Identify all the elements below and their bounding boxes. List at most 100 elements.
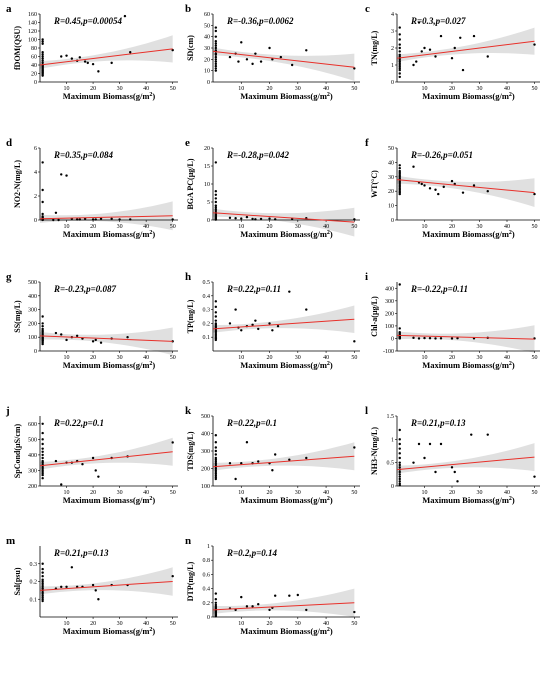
x-tick-label: 50: [351, 224, 357, 230]
data-point: [41, 477, 44, 480]
data-point: [486, 190, 489, 193]
data-point: [398, 327, 401, 330]
panel-c: 10 20 30 40 50 0 1 2 3 4 R=0.3,p=0.027 c TN(mg/L) Max…: [365, 3, 540, 101]
data-point: [41, 200, 44, 204]
y-tick-label: 100: [28, 38, 37, 44]
data-point: [290, 63, 294, 67]
x-tick-label: 30: [295, 490, 301, 496]
data-point: [214, 460, 218, 463]
y-tick-label: 300: [28, 468, 37, 474]
data-point: [171, 48, 174, 52]
data-point: [214, 40, 218, 43]
data-point: [214, 29, 218, 33]
data-point: [214, 44, 218, 47]
data-point: [54, 459, 58, 463]
y-tick-label: 20: [204, 57, 210, 63]
data-point: [214, 462, 218, 465]
data-point: [254, 218, 257, 221]
y-tick-label: 0.1: [203, 335, 211, 341]
confidence-band: [397, 27, 535, 63]
data-point: [268, 608, 271, 612]
data-point: [268, 217, 271, 220]
x-tick-label: 50: [532, 224, 538, 230]
x-axis-label: Maximum Biomass(g/m2): [63, 626, 156, 636]
data-point: [214, 209, 218, 213]
data-point: [271, 469, 274, 472]
x-tick-label: 50: [351, 86, 357, 92]
data-point: [214, 319, 218, 322]
data-point: [273, 594, 277, 597]
x-tick-label: 20: [90, 224, 96, 230]
data-point: [305, 456, 308, 460]
regression-line: [396, 456, 535, 471]
x-tick-label: 40: [143, 490, 149, 496]
data-point: [78, 56, 82, 59]
data-point: [423, 184, 426, 187]
regression-line: [39, 48, 173, 66]
y-tick-label: 300: [28, 308, 37, 314]
panel-letter: j: [5, 405, 10, 417]
data-point: [268, 46, 271, 50]
data-point: [41, 590, 44, 594]
data-point: [423, 336, 426, 340]
data-point: [423, 456, 426, 460]
x-tick-label: 40: [323, 355, 329, 361]
data-point: [273, 453, 277, 456]
data-point: [70, 57, 74, 60]
data-point: [41, 161, 44, 164]
data-point: [472, 34, 476, 38]
x-axis-label: Maximum Biomass(g/m2): [422, 91, 515, 101]
panel-k: 10 20 30 40 50 100 200 300 400 500 R=0.22,p=0.1 k TD…: [185, 405, 360, 505]
x-tick-label: 30: [295, 621, 301, 627]
y-axis-label: Chl-a(µg/L): [370, 296, 379, 337]
data-point: [442, 185, 445, 189]
data-point: [254, 52, 257, 55]
data-point: [428, 337, 432, 340]
data-point: [240, 595, 243, 599]
data-point: [398, 461, 401, 464]
data-point: [259, 217, 263, 221]
data-point: [65, 174, 68, 177]
data-point: [398, 63, 401, 67]
data-point: [251, 217, 254, 221]
data-point: [41, 55, 44, 58]
data-point: [428, 187, 432, 190]
regression-line: [39, 215, 173, 220]
y-tick-label: 0.6: [203, 572, 211, 578]
data-point: [41, 422, 44, 425]
data-point: [214, 315, 218, 318]
data-point: [533, 43, 536, 46]
data-point: [91, 456, 95, 460]
x-tick-label: 20: [449, 224, 455, 230]
data-point: [52, 218, 55, 222]
data-point: [398, 38, 401, 41]
confidence-band: [40, 35, 173, 69]
x-tick-label: 30: [477, 86, 483, 92]
panel-letter: e: [185, 137, 190, 149]
panel-letter: k: [185, 405, 192, 417]
y-tick-label: 10: [204, 182, 210, 188]
panel-letter: b: [185, 3, 191, 15]
y-tick-label: 20: [388, 189, 394, 195]
y-tick-label: 0.2: [203, 601, 211, 607]
data-point: [398, 456, 401, 460]
x-tick-label: 20: [267, 355, 273, 361]
data-point: [234, 608, 237, 612]
x-tick-label: 40: [504, 224, 510, 230]
data-point: [398, 438, 401, 441]
y-tick-label: 0: [207, 80, 210, 86]
data-point: [240, 462, 243, 465]
y-tick-label: 40: [388, 160, 394, 166]
y-tick-label: 0.4: [203, 587, 211, 593]
data-point: [214, 449, 218, 453]
confidence-band: [40, 201, 173, 231]
data-point: [214, 469, 218, 472]
data-point: [41, 571, 44, 574]
stat-label: R=0.21,p=0.13: [53, 548, 109, 558]
data-point: [41, 599, 44, 603]
y-tick-label: 0: [207, 615, 210, 621]
data-point: [60, 585, 63, 589]
data-point: [41, 456, 44, 460]
data-point: [461, 191, 465, 194]
data-point: [214, 67, 218, 70]
